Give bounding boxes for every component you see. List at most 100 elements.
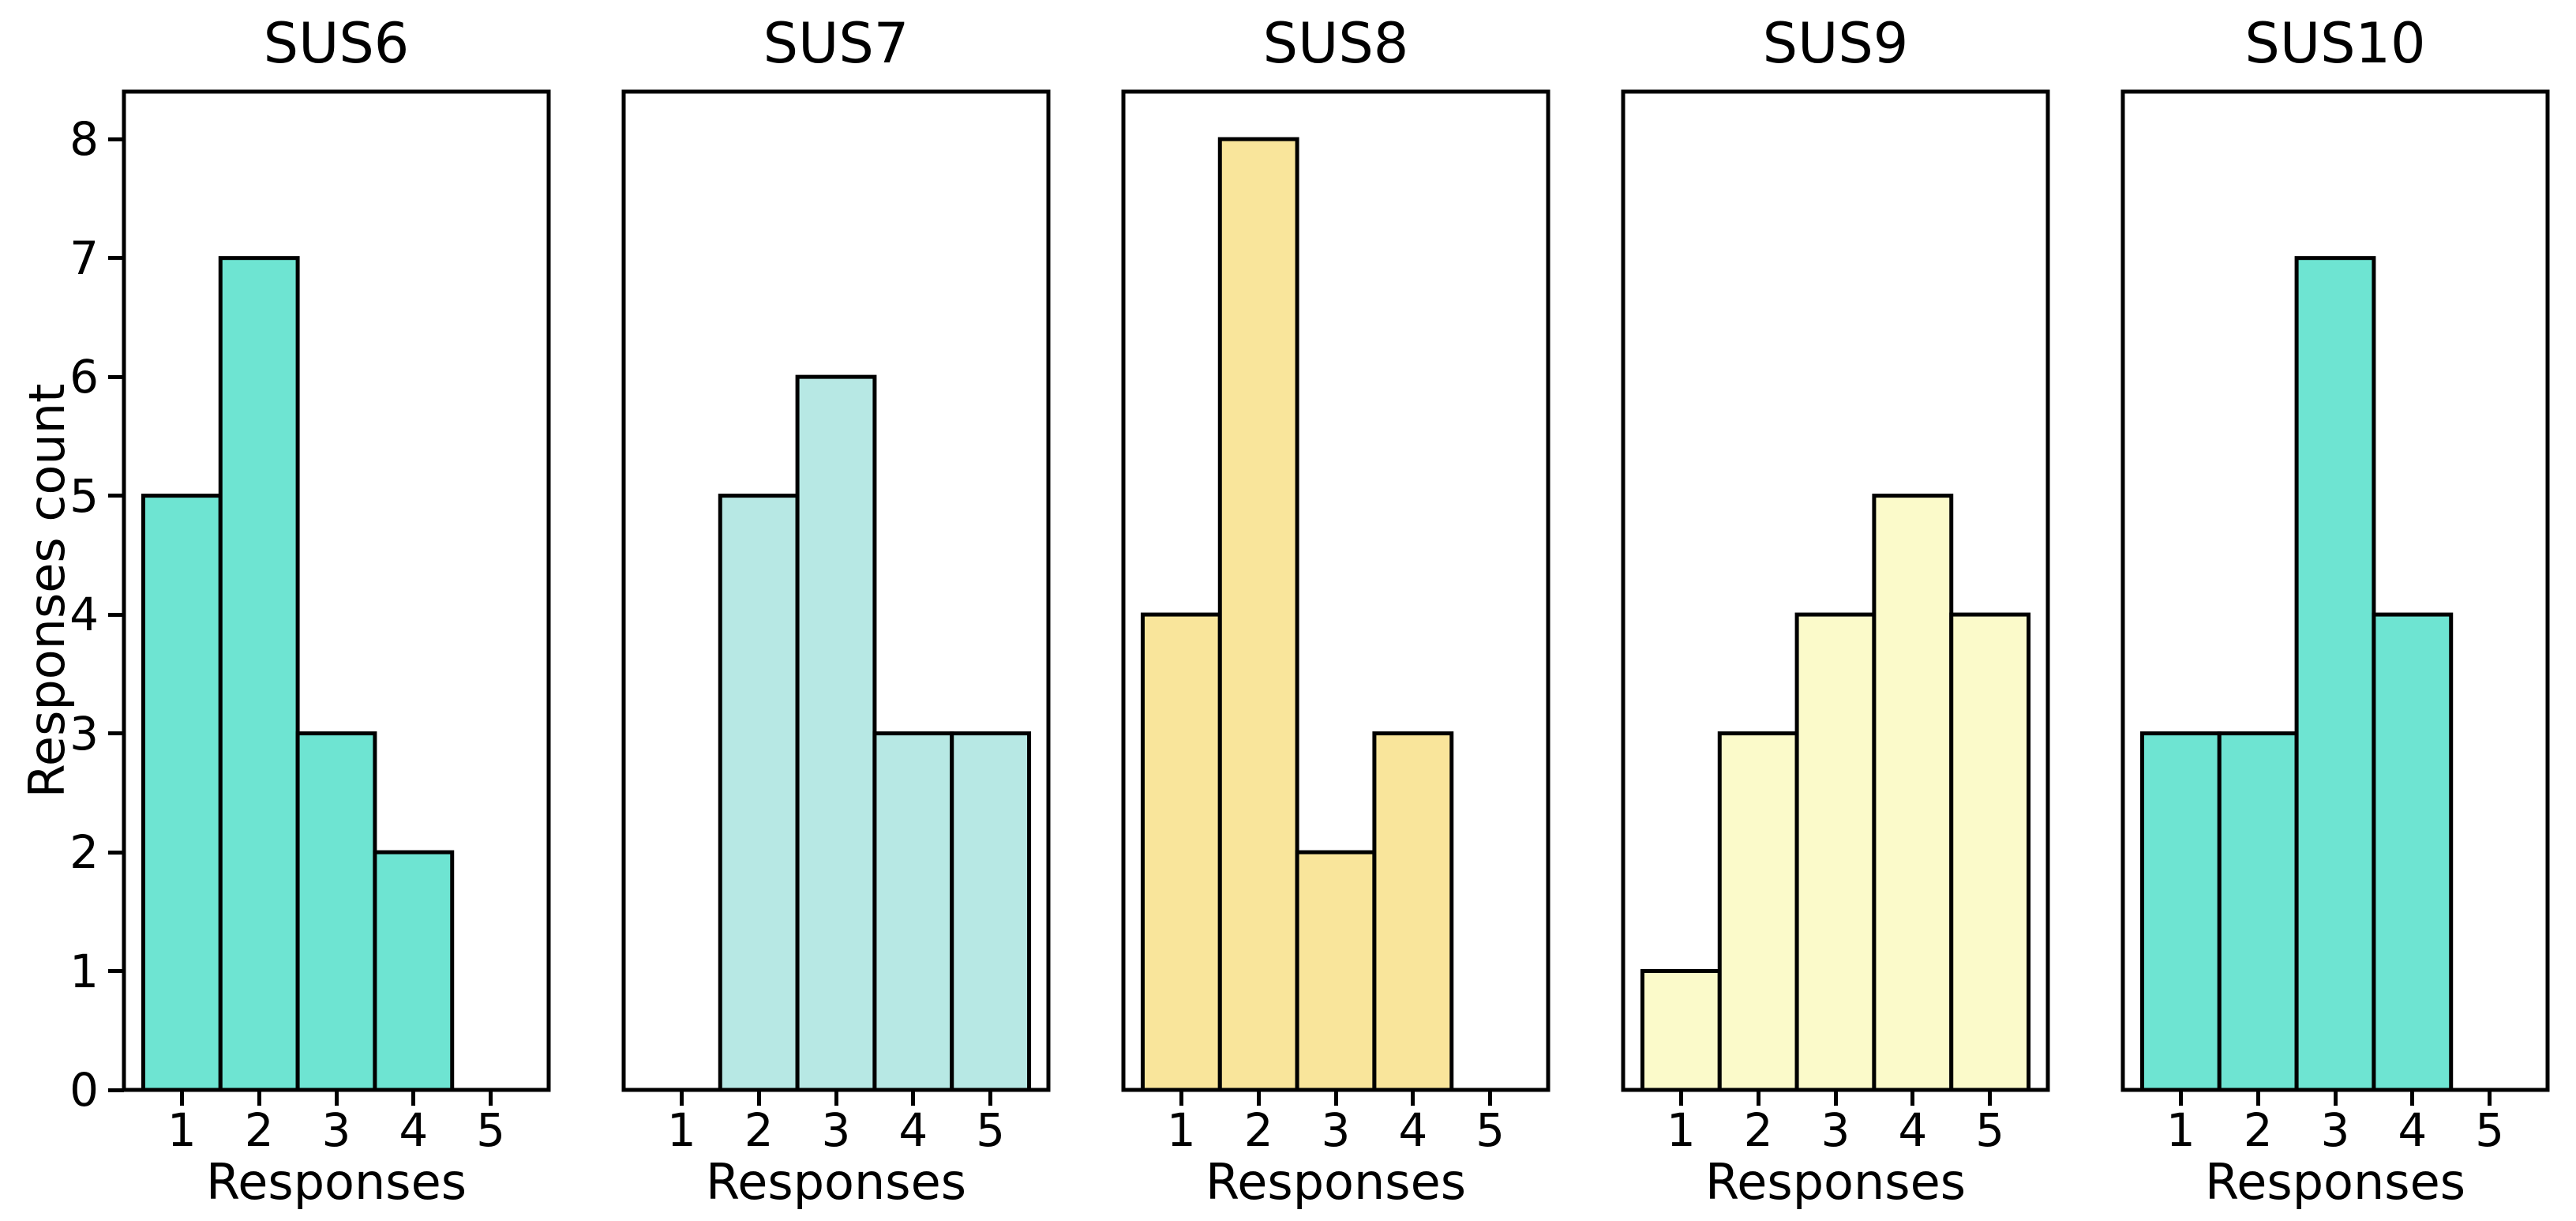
x-tick-label: 2 xyxy=(744,1103,774,1157)
x-tick-label: 1 xyxy=(666,1103,696,1157)
x-tick-label: 2 xyxy=(1243,1103,1273,1157)
x-tick-mark xyxy=(2333,1090,2338,1106)
x-tick-mark xyxy=(1988,1090,1993,1106)
y-tick-mark xyxy=(108,374,124,379)
x-tick-label: 3 xyxy=(821,1103,851,1157)
y-tick-label: 4 xyxy=(69,588,99,642)
x-tick-label: 4 xyxy=(2398,1103,2428,1157)
bar-sus8-response-1 xyxy=(1140,612,1222,1092)
x-tick-label: 5 xyxy=(476,1103,506,1157)
y-tick-label: 6 xyxy=(69,350,99,404)
bar-sus6-response-4 xyxy=(373,850,455,1092)
y-tick-label: 5 xyxy=(69,468,99,523)
bar-sus8-response-2 xyxy=(1217,137,1299,1092)
x-tick-label: 3 xyxy=(1820,1103,1850,1157)
bar-sus9-response-3 xyxy=(1794,612,1877,1092)
bar-sus10-response-1 xyxy=(2139,731,2222,1092)
bar-sus10-response-2 xyxy=(2217,731,2299,1092)
x-axis-label: Responses xyxy=(1205,1153,1467,1211)
y-tick-mark xyxy=(108,969,124,974)
x-tick-label: 3 xyxy=(1321,1103,1351,1157)
bar-sus6-response-1 xyxy=(141,494,223,1092)
y-tick-label: 1 xyxy=(69,944,99,998)
subplot-title: SUS9 xyxy=(1762,11,1909,76)
x-tick-label: 5 xyxy=(1975,1103,2005,1157)
subplot-sus9: SUS9 1 2 3 4 5 Responses xyxy=(1621,0,2050,1221)
x-tick-label: 3 xyxy=(321,1103,351,1157)
x-tick-mark xyxy=(257,1090,261,1106)
plot-area-sus10 xyxy=(2120,89,2550,1092)
bar-sus6-response-2 xyxy=(218,256,300,1092)
x-tick-label: 5 xyxy=(1475,1103,1505,1157)
x-axis-label: Responses xyxy=(205,1153,467,1211)
x-tick-mark xyxy=(1179,1090,1183,1106)
bar-sus8-response-4 xyxy=(1372,731,1454,1092)
x-tick-mark xyxy=(834,1090,838,1106)
x-tick-mark xyxy=(1256,1090,1261,1106)
x-tick-mark xyxy=(1910,1090,1915,1106)
bar-sus8-response-3 xyxy=(1295,850,1377,1092)
x-tick-mark xyxy=(1333,1090,1338,1106)
y-tick-mark xyxy=(108,850,124,855)
x-tick-mark xyxy=(756,1090,761,1106)
y-tick-label: 2 xyxy=(69,825,99,880)
x-tick-label: 1 xyxy=(1666,1103,1696,1157)
x-tick-mark xyxy=(1411,1090,1415,1106)
x-tick-mark xyxy=(2255,1090,2260,1106)
y-tick-label: 7 xyxy=(69,231,99,285)
x-tick-label: 2 xyxy=(1743,1103,1773,1157)
x-tick-mark xyxy=(1678,1090,1683,1106)
x-tick-label: 5 xyxy=(2475,1103,2505,1157)
x-tick-label: 2 xyxy=(2243,1103,2273,1157)
x-tick-label: 2 xyxy=(244,1103,274,1157)
subplot-title: SUS8 xyxy=(1262,11,1409,76)
y-tick-label: 0 xyxy=(69,1063,99,1117)
y-tick-mark xyxy=(108,256,124,261)
bar-sus7-response-2 xyxy=(718,494,800,1092)
x-tick-mark xyxy=(2488,1090,2492,1106)
y-tick-mark xyxy=(108,731,124,736)
plot-area-sus7 xyxy=(621,89,1051,1092)
x-tick-mark xyxy=(1488,1090,1493,1106)
bar-sus9-response-4 xyxy=(1872,494,1954,1092)
x-tick-mark xyxy=(2178,1090,2183,1106)
subplot-title: SUS6 xyxy=(263,11,410,76)
x-tick-label: 4 xyxy=(1898,1103,1928,1157)
subplot-title: SUS7 xyxy=(763,11,909,76)
subplot-sus7: SUS7 1 2 3 4 5 Responses xyxy=(621,0,1051,1221)
plot-area-sus6 xyxy=(122,89,551,1092)
bar-sus9-response-2 xyxy=(1717,731,1799,1092)
bar-sus9-response-1 xyxy=(1640,969,1722,1092)
x-tick-mark xyxy=(1833,1090,1838,1106)
bar-sus7-response-3 xyxy=(795,374,877,1092)
x-tick-label: 4 xyxy=(399,1103,429,1157)
x-tick-label: 1 xyxy=(167,1103,197,1157)
subplot-sus10: SUS10 1 2 3 4 5 Responses xyxy=(2120,0,2550,1221)
y-tick-mark xyxy=(108,1088,124,1092)
x-tick-mark xyxy=(489,1090,493,1106)
bar-sus10-response-4 xyxy=(2372,612,2454,1092)
bar-sus9-response-5 xyxy=(1949,612,2031,1092)
x-tick-mark xyxy=(411,1090,416,1106)
subplot-title: SUS10 xyxy=(2244,11,2426,76)
x-tick-mark xyxy=(1756,1090,1760,1106)
bar-sus6-response-3 xyxy=(295,731,377,1092)
x-tick-label: 4 xyxy=(898,1103,928,1157)
y-tick-mark xyxy=(108,612,124,617)
subplot-sus6: SUS6 1 2 3 4 5 Responses 0 1 2 3 4 5 6 7 8 xyxy=(69,0,551,1221)
y-tick-label: 3 xyxy=(69,706,99,761)
x-tick-mark xyxy=(911,1090,916,1106)
x-axis-label: Responses xyxy=(1704,1153,1967,1211)
x-tick-label: 1 xyxy=(2165,1103,2195,1157)
bar-sus7-response-4 xyxy=(872,731,954,1092)
x-tick-label: 4 xyxy=(1398,1103,1428,1157)
bar-sus7-response-5 xyxy=(950,731,1032,1092)
y-tick-label: 8 xyxy=(69,112,99,167)
x-tick-mark xyxy=(2410,1090,2415,1106)
x-tick-label: 1 xyxy=(1166,1103,1196,1157)
y-tick-mark xyxy=(108,137,124,141)
subplot-sus8: SUS8 1 2 3 4 5 Responses xyxy=(1121,0,1550,1221)
x-tick-mark xyxy=(334,1090,339,1106)
x-tick-mark xyxy=(988,1090,993,1106)
